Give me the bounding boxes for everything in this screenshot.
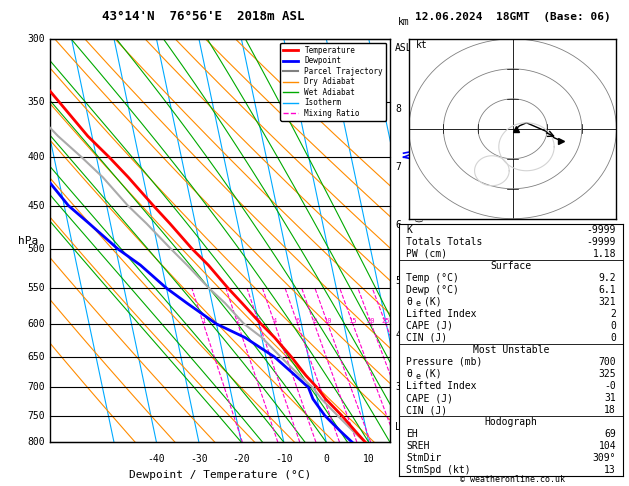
Text: StmDir: StmDir xyxy=(406,453,442,463)
Text: θ: θ xyxy=(406,369,412,379)
Text: 6.1: 6.1 xyxy=(598,285,616,295)
Text: Hodograph: Hodograph xyxy=(484,417,538,427)
Text: ASL: ASL xyxy=(395,43,413,53)
Text: 350: 350 xyxy=(28,97,45,107)
Text: CAPE (J): CAPE (J) xyxy=(406,393,453,403)
Text: 500: 500 xyxy=(28,244,45,254)
Text: hPa: hPa xyxy=(18,236,38,245)
Text: 600: 600 xyxy=(28,319,45,329)
Text: 12.06.2024  18GMT  (Base: 06): 12.06.2024 18GMT (Base: 06) xyxy=(415,12,611,22)
Text: 8: 8 xyxy=(313,318,316,324)
Text: 0: 0 xyxy=(610,321,616,331)
Text: 4: 4 xyxy=(273,318,277,324)
Text: 20: 20 xyxy=(367,318,376,324)
Text: 1.18: 1.18 xyxy=(593,249,616,259)
Text: -9999: -9999 xyxy=(587,237,616,246)
Text: -9999: -9999 xyxy=(587,225,616,235)
Text: 18: 18 xyxy=(604,405,616,415)
Text: 700: 700 xyxy=(28,382,45,392)
Text: 800: 800 xyxy=(28,437,45,447)
Text: Dewpoint / Temperature (°C): Dewpoint / Temperature (°C) xyxy=(129,470,311,481)
Text: -30: -30 xyxy=(190,454,208,464)
Text: 2: 2 xyxy=(236,318,240,324)
Text: 6: 6 xyxy=(395,220,401,230)
Text: Most Unstable: Most Unstable xyxy=(473,345,549,355)
Text: K: K xyxy=(406,225,412,235)
Text: Mixing Ratio (g/kg): Mixing Ratio (g/kg) xyxy=(416,193,425,288)
Text: 20: 20 xyxy=(405,454,417,464)
Text: 400: 400 xyxy=(28,152,45,162)
Text: 0: 0 xyxy=(610,333,616,343)
Text: PW (cm): PW (cm) xyxy=(406,249,447,259)
Text: Pressure (mb): Pressure (mb) xyxy=(406,357,482,367)
Text: 8: 8 xyxy=(395,104,401,114)
Text: 450: 450 xyxy=(28,201,45,210)
Text: StmSpd (kt): StmSpd (kt) xyxy=(406,465,470,475)
Text: LCL: LCL xyxy=(395,421,413,432)
Text: Surface: Surface xyxy=(491,260,532,271)
Text: 10: 10 xyxy=(363,454,375,464)
Text: 4: 4 xyxy=(395,330,401,340)
Text: 7: 7 xyxy=(395,162,401,173)
Text: 25: 25 xyxy=(382,318,390,324)
Text: © weatheronline.co.uk: © weatheronline.co.uk xyxy=(460,474,565,484)
Text: 104: 104 xyxy=(598,441,616,451)
Text: 6: 6 xyxy=(296,318,300,324)
Text: 43°14'N  76°56'E  2018m ASL: 43°14'N 76°56'E 2018m ASL xyxy=(102,10,304,23)
Text: Totals Totals: Totals Totals xyxy=(406,237,482,246)
Text: e: e xyxy=(415,299,420,308)
Text: 3: 3 xyxy=(257,318,261,324)
Text: km: km xyxy=(398,17,409,27)
Text: θ: θ xyxy=(406,297,412,307)
Text: Lifted Index: Lifted Index xyxy=(406,381,477,391)
Text: 321: 321 xyxy=(598,297,616,307)
Text: 9.2: 9.2 xyxy=(598,273,616,283)
Text: 10: 10 xyxy=(323,318,332,324)
Text: -10: -10 xyxy=(275,454,292,464)
Text: 1: 1 xyxy=(201,318,206,324)
Text: 30: 30 xyxy=(448,454,460,464)
Text: -0: -0 xyxy=(604,381,616,391)
Text: (K): (K) xyxy=(424,369,442,379)
Text: kt: kt xyxy=(416,40,428,50)
Text: 700: 700 xyxy=(598,357,616,367)
Text: 550: 550 xyxy=(28,283,45,293)
Text: Temp (°C): Temp (°C) xyxy=(406,273,459,283)
Text: CIN (J): CIN (J) xyxy=(406,405,447,415)
Text: EH: EH xyxy=(406,429,418,439)
Text: -20: -20 xyxy=(233,454,250,464)
Text: 750: 750 xyxy=(28,411,45,421)
Text: CIN (J): CIN (J) xyxy=(406,333,447,343)
Text: 650: 650 xyxy=(28,352,45,362)
Text: 300: 300 xyxy=(28,34,45,44)
Text: -40: -40 xyxy=(148,454,165,464)
Text: 13: 13 xyxy=(604,465,616,475)
Text: 15: 15 xyxy=(348,318,357,324)
Text: e: e xyxy=(415,371,420,381)
Text: Lifted Index: Lifted Index xyxy=(406,309,477,319)
Legend: Temperature, Dewpoint, Parcel Trajectory, Dry Adiabat, Wet Adiabat, Isotherm, Mi: Temperature, Dewpoint, Parcel Trajectory… xyxy=(280,43,386,121)
Text: 309°: 309° xyxy=(593,453,616,463)
Text: 325: 325 xyxy=(598,369,616,379)
Text: (K): (K) xyxy=(424,297,442,307)
Text: 3: 3 xyxy=(395,382,401,392)
Text: Dewp (°C): Dewp (°C) xyxy=(406,285,459,295)
Text: SREH: SREH xyxy=(406,441,430,451)
Text: 5: 5 xyxy=(395,276,401,286)
Text: CAPE (J): CAPE (J) xyxy=(406,321,453,331)
Text: 2: 2 xyxy=(610,309,616,319)
Text: 0: 0 xyxy=(323,454,329,464)
Text: 31: 31 xyxy=(604,393,616,403)
Text: 69: 69 xyxy=(604,429,616,439)
